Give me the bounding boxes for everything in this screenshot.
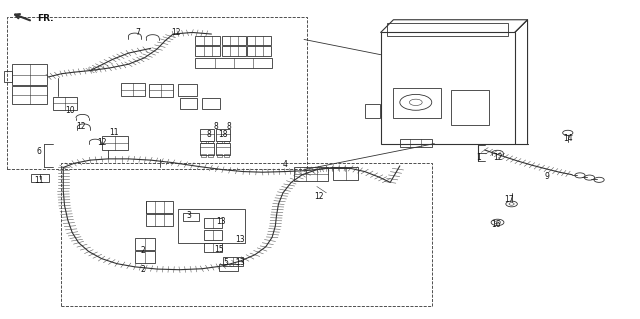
Bar — [221, 46, 246, 56]
Bar — [12, 64, 47, 85]
Text: 17: 17 — [504, 195, 514, 204]
Bar — [225, 141, 228, 144]
Text: 13: 13 — [236, 258, 245, 267]
Bar — [195, 58, 272, 68]
Text: 12: 12 — [76, 122, 85, 131]
Bar — [135, 251, 156, 263]
Bar — [179, 98, 197, 109]
Bar — [149, 84, 173, 97]
Text: 15: 15 — [214, 245, 224, 254]
Text: 13: 13 — [216, 217, 226, 226]
Bar — [451, 90, 489, 124]
Text: 5: 5 — [223, 258, 228, 267]
Text: 13: 13 — [236, 235, 245, 244]
Bar — [178, 209, 245, 243]
Text: 14: 14 — [563, 134, 573, 143]
Bar — [219, 264, 238, 271]
Bar — [218, 141, 221, 144]
Text: 12: 12 — [172, 28, 181, 37]
Bar — [200, 143, 214, 155]
Bar — [221, 36, 246, 45]
Bar — [12, 86, 47, 104]
Bar — [135, 238, 156, 250]
Text: 3: 3 — [187, 211, 191, 219]
Bar — [195, 36, 220, 45]
Text: 12: 12 — [314, 191, 323, 201]
Text: 12: 12 — [97, 137, 106, 146]
Bar — [121, 83, 145, 96]
Bar — [202, 141, 205, 144]
Text: 8: 8 — [227, 122, 232, 131]
Text: 9: 9 — [544, 172, 549, 181]
Bar — [147, 201, 173, 213]
Bar — [400, 139, 432, 147]
Bar — [53, 97, 77, 110]
Text: 8: 8 — [207, 130, 211, 139]
Bar — [387, 23, 508, 36]
Bar — [247, 46, 271, 56]
Text: 1: 1 — [476, 153, 481, 162]
Bar — [7, 17, 307, 169]
Bar — [218, 154, 221, 157]
Bar — [216, 129, 230, 141]
Text: 4: 4 — [282, 160, 287, 169]
Bar — [209, 154, 212, 157]
Bar — [333, 167, 358, 180]
Bar — [223, 257, 243, 266]
Bar — [247, 36, 271, 45]
Bar — [204, 218, 221, 228]
Bar — [147, 214, 173, 226]
Bar — [195, 46, 220, 56]
Bar — [102, 136, 129, 150]
Bar — [209, 141, 212, 144]
Bar — [204, 243, 221, 252]
Bar — [202, 154, 205, 157]
Bar — [178, 84, 197, 96]
Text: FR.: FR. — [37, 14, 54, 23]
Bar — [200, 129, 214, 141]
Text: 18: 18 — [218, 130, 228, 139]
Bar — [225, 154, 228, 157]
Bar — [365, 104, 380, 118]
Text: 7: 7 — [136, 28, 140, 37]
Bar — [381, 33, 515, 144]
Bar — [4, 70, 12, 82]
Text: 12: 12 — [493, 153, 502, 162]
Bar — [202, 98, 220, 109]
Text: 8: 8 — [214, 122, 218, 131]
Bar — [61, 163, 432, 306]
Bar — [294, 167, 328, 181]
Text: 11: 11 — [35, 176, 44, 185]
Text: 2: 2 — [140, 246, 145, 255]
Text: 11: 11 — [109, 128, 119, 137]
Text: 6: 6 — [36, 147, 42, 156]
Text: 10: 10 — [65, 106, 74, 115]
Bar — [216, 143, 230, 155]
Bar — [204, 230, 221, 240]
Bar — [394, 88, 442, 118]
Text: 2: 2 — [140, 264, 145, 274]
Text: 16: 16 — [492, 220, 501, 229]
Bar — [182, 212, 198, 221]
Bar — [31, 174, 49, 182]
